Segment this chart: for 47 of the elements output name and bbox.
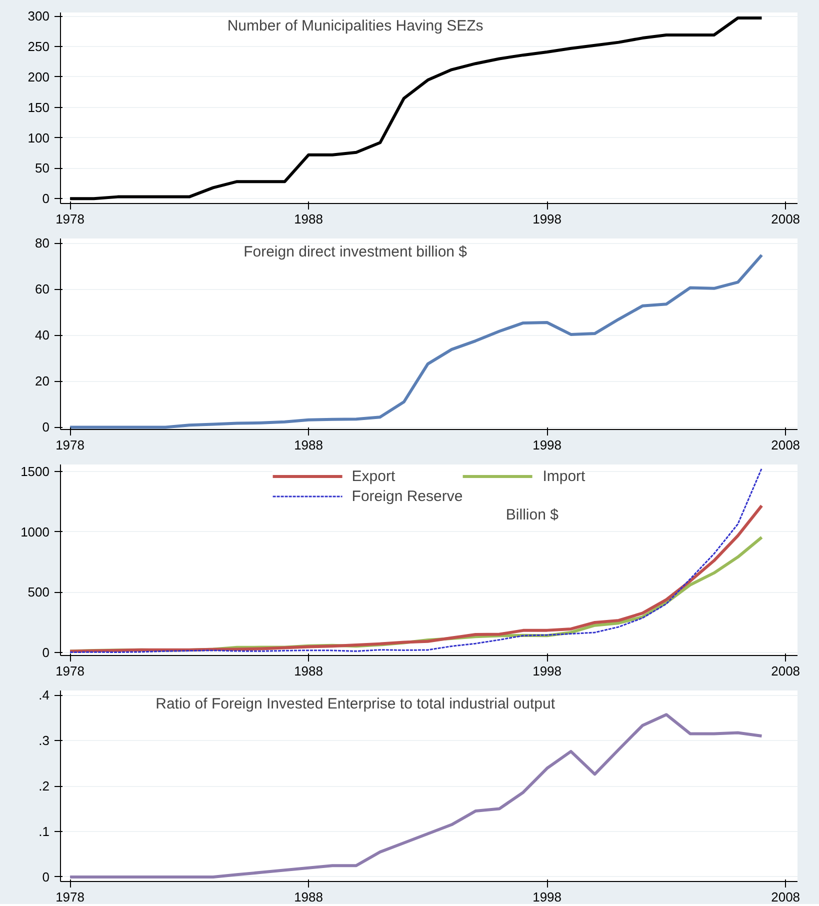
legend-label: Import xyxy=(542,468,586,484)
x-tick-label: 2008 xyxy=(771,212,800,226)
x-tick-label: 1978 xyxy=(56,212,84,226)
y-tick-label: 500 xyxy=(28,584,50,600)
y-tick-label: 0 xyxy=(42,420,50,435)
x-tick-label: 1988 xyxy=(294,212,324,226)
y-tick-label: 0 xyxy=(42,644,50,660)
y-tick-label: .3 xyxy=(38,733,50,748)
y-tick-label: 100 xyxy=(28,130,50,146)
y-tick-label: 0 xyxy=(42,191,50,206)
y-tick-label: 300 xyxy=(28,8,50,24)
chart-title: Foreign direct investment billion $ xyxy=(244,244,468,260)
y-tick-label: 60 xyxy=(35,282,50,297)
x-tick-label: 1998 xyxy=(532,890,562,904)
chart-title: Number of Municipalities Having SEZs xyxy=(227,18,484,34)
y-tick-label: 40 xyxy=(35,328,50,343)
y-tick-label: 200 xyxy=(28,69,50,84)
x-tick-label: 2008 xyxy=(771,890,800,904)
x-tick-label: 1998 xyxy=(532,212,562,226)
x-tick-label: 2008 xyxy=(771,664,800,678)
x-tick-label: 1978 xyxy=(56,664,84,678)
line-series xyxy=(69,468,762,653)
text: Billion $ xyxy=(506,506,560,524)
x-tick-label: 2008 xyxy=(771,438,800,452)
line-series xyxy=(68,713,764,878)
legend-label: Foreign Reserve xyxy=(352,488,463,504)
y-tick-label: .2 xyxy=(38,778,50,794)
y-tick-label: 50 xyxy=(35,160,50,176)
y-tick-label: .1 xyxy=(38,824,50,839)
y-tick-label: 20 xyxy=(35,374,50,389)
y-tick-label: 250 xyxy=(28,39,50,54)
line-series xyxy=(68,504,764,653)
x-tick-label: 1998 xyxy=(532,664,562,678)
y-tick-label: 150 xyxy=(28,100,50,115)
x-tick-label: 1988 xyxy=(294,438,324,452)
x-tick-label: 1988 xyxy=(294,664,324,678)
y-tick-label: 1500 xyxy=(20,464,50,480)
x-tick-label: 1978 xyxy=(56,890,84,904)
chart-title: Ratio of Foreign Invested Enterprise to total industrial output xyxy=(156,696,556,712)
y-tick-label: 0 xyxy=(42,869,50,884)
y-tick-label: .4 xyxy=(38,688,50,703)
x-tick-label: 1988 xyxy=(294,890,324,904)
y-tick-label: 1000 xyxy=(20,524,50,540)
x-tick-label: 1998 xyxy=(532,438,562,452)
legend-label: Export xyxy=(352,468,396,484)
y-tick-label: 80 xyxy=(35,236,50,251)
x-tick-label: 1978 xyxy=(56,438,84,452)
